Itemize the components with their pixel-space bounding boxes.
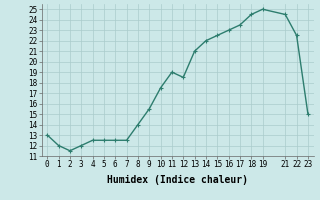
X-axis label: Humidex (Indice chaleur): Humidex (Indice chaleur): [107, 175, 248, 185]
